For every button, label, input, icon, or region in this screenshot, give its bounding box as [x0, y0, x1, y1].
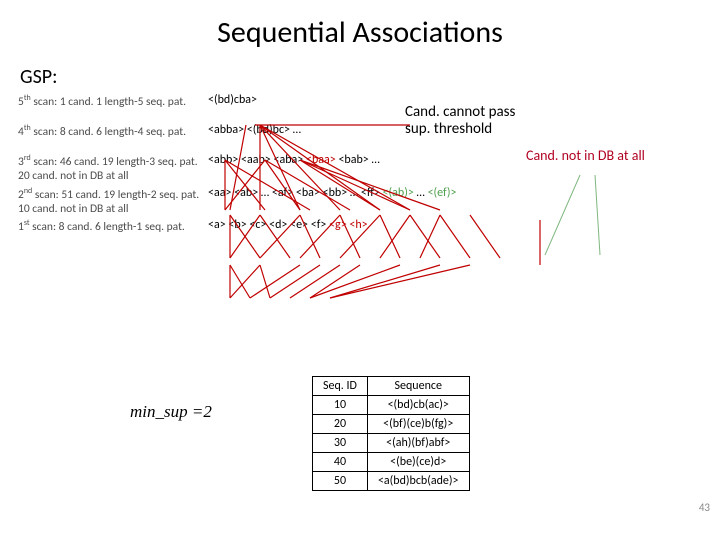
- table-row: 20<(bf)(ce)b(fg)>: [313, 415, 470, 434]
- scan-2-row: 2nd scan: 51 cand. 19 length-2 seq. pat.…: [18, 186, 702, 217]
- annotation-not-in-db: Cand. not in DB at all: [526, 148, 686, 163]
- table-row: 30<(ah)(bf)abf>: [313, 434, 470, 453]
- scan-5-label: 5th scan: 1 cand. 1 length-5 seq. pat.: [18, 93, 208, 109]
- scan-4-label: 4th scan: 8 cand. 6 length-4 seq. pat.: [18, 123, 208, 139]
- table-row: 50<a(bd)bcb(ade)>: [313, 472, 470, 491]
- scan-1-row: 1st scan: 8 cand. 6 length-1 seq. pat. <…: [18, 218, 702, 246]
- scan-2-seq: <aa> <ab> … <af> <ba> <bb> … <ff> <(ab)>…: [208, 186, 702, 202]
- annotation-threshold: Cand. cannot pass sup. threshold: [405, 104, 525, 137]
- table-header: Sequence: [367, 377, 469, 396]
- table-header: Seq. ID: [313, 377, 368, 396]
- subtitle: GSP:: [0, 51, 720, 93]
- sequence-table: Seq. ID Sequence 10<(bd)cb(ac)> 20<(bf)(…: [312, 376, 470, 491]
- page-title: Sequential Associations: [0, 0, 720, 51]
- scan-3-label: 3rd scan: 46 cand. 19 length-3 seq. pat.…: [18, 153, 208, 184]
- content-area: 5th scan: 1 cand. 1 length-5 seq. pat. <…: [0, 93, 720, 246]
- scan-5-row: 5th scan: 1 cand. 1 length-5 seq. pat. <…: [18, 93, 702, 121]
- scan-1-seq: <a> <b> <c> <d> <e> <f> <g> <h>: [208, 218, 702, 234]
- scan-2-label: 2nd scan: 51 cand. 19 length-2 seq. pat.…: [18, 186, 208, 217]
- table-row: 40<(be)(ce)d>: [313, 453, 470, 472]
- table-row: 10<(bd)cb(ac)>: [313, 396, 470, 415]
- minsup-label: min_sup =2: [130, 402, 212, 422]
- slide-number: 43: [699, 501, 710, 514]
- scan-1-label: 1st scan: 8 cand. 6 length-1 seq. pat.: [18, 218, 208, 234]
